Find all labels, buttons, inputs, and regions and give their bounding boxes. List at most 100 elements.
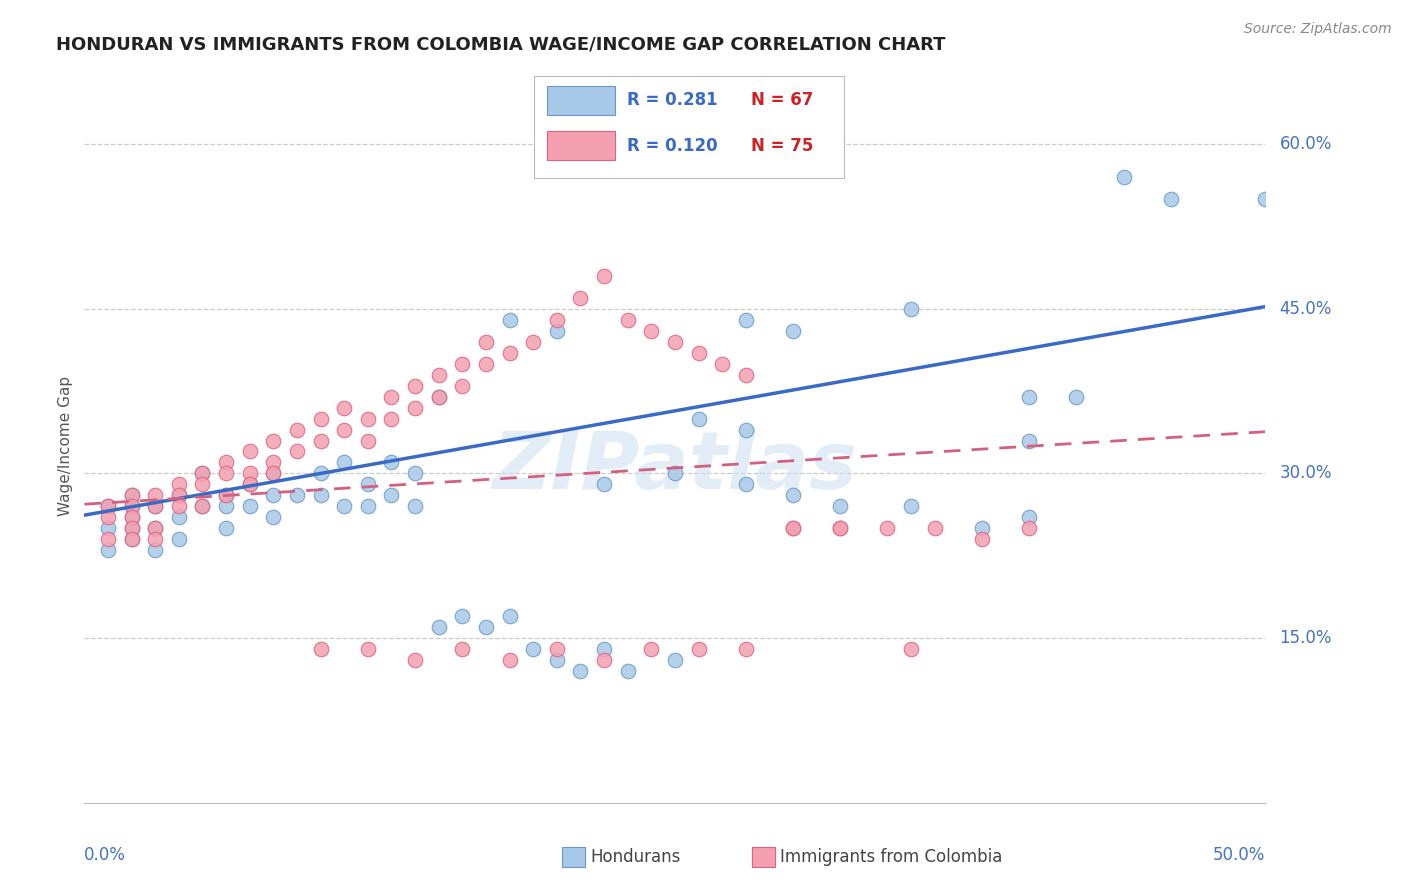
Point	[380, 411, 402, 425]
Text: 50.0%: 50.0%	[1213, 846, 1265, 863]
Point	[262, 455, 284, 469]
Point	[97, 500, 120, 514]
Text: Immigrants from Colombia: Immigrants from Colombia	[780, 848, 1002, 866]
Point	[239, 500, 262, 514]
Point	[191, 467, 214, 481]
Point	[593, 642, 616, 657]
Text: 15.0%: 15.0%	[1279, 629, 1331, 647]
Point	[97, 500, 120, 514]
Point	[688, 642, 710, 657]
Point	[451, 357, 474, 371]
Point	[121, 500, 143, 514]
Point	[522, 334, 544, 349]
Point	[593, 268, 616, 283]
Point	[191, 500, 214, 514]
Point	[97, 533, 120, 547]
Text: N = 75: N = 75	[751, 136, 813, 154]
Point	[143, 543, 166, 558]
Point	[333, 401, 356, 415]
Point	[97, 510, 120, 524]
Point	[782, 521, 804, 535]
Point	[900, 500, 922, 514]
Point	[830, 521, 852, 535]
Point	[143, 488, 166, 502]
Point	[191, 500, 214, 514]
Point	[215, 500, 238, 514]
Point	[404, 500, 426, 514]
Point	[167, 533, 190, 547]
Point	[167, 500, 190, 514]
Point	[262, 488, 284, 502]
Point	[1018, 521, 1040, 535]
Point	[121, 488, 143, 502]
Point	[121, 533, 143, 547]
Point	[522, 642, 544, 657]
Point	[616, 664, 638, 678]
Point	[357, 477, 380, 491]
Point	[451, 609, 474, 624]
Point	[404, 401, 426, 415]
Point	[357, 642, 380, 657]
Point	[782, 324, 804, 338]
Point	[215, 521, 238, 535]
Point	[285, 444, 308, 458]
Point	[121, 500, 143, 514]
Point	[900, 301, 922, 316]
Point	[309, 642, 332, 657]
Point	[380, 390, 402, 404]
Point	[380, 488, 402, 502]
Point	[121, 533, 143, 547]
Point	[97, 521, 120, 535]
Point	[404, 378, 426, 392]
Y-axis label: Wage/Income Gap: Wage/Income Gap	[58, 376, 73, 516]
Point	[451, 642, 474, 657]
Point	[475, 334, 498, 349]
Point	[498, 609, 520, 624]
Point	[616, 312, 638, 326]
Point	[1160, 192, 1182, 206]
Point	[734, 642, 756, 657]
Text: ZIPatlas: ZIPatlas	[492, 428, 858, 507]
Point	[215, 467, 238, 481]
Point	[121, 521, 143, 535]
Point	[309, 488, 332, 502]
Text: N = 67: N = 67	[751, 92, 813, 110]
Text: 60.0%: 60.0%	[1279, 135, 1331, 153]
Point	[475, 357, 498, 371]
Point	[1254, 192, 1277, 206]
Point	[569, 664, 592, 678]
Point	[734, 312, 756, 326]
Point	[121, 510, 143, 524]
Point	[664, 467, 686, 481]
Point	[1112, 169, 1135, 184]
Point	[593, 653, 616, 667]
Point	[309, 467, 332, 481]
FancyBboxPatch shape	[547, 87, 614, 115]
Point	[215, 488, 238, 502]
Text: HONDURAN VS IMMIGRANTS FROM COLOMBIA WAGE/INCOME GAP CORRELATION CHART: HONDURAN VS IMMIGRANTS FROM COLOMBIA WAG…	[56, 36, 946, 54]
Point	[900, 642, 922, 657]
Point	[191, 477, 214, 491]
Point	[143, 500, 166, 514]
Point	[285, 488, 308, 502]
Point	[167, 510, 190, 524]
Point	[97, 543, 120, 558]
Point	[830, 500, 852, 514]
Point	[546, 324, 568, 338]
Point	[546, 653, 568, 667]
Point	[309, 411, 332, 425]
Point	[640, 324, 662, 338]
Point	[924, 521, 946, 535]
Point	[498, 345, 520, 359]
Point	[143, 521, 166, 535]
Point	[688, 411, 710, 425]
Point	[427, 390, 450, 404]
Point	[664, 334, 686, 349]
Text: 45.0%: 45.0%	[1279, 300, 1331, 318]
Point	[427, 620, 450, 634]
Point	[167, 488, 190, 502]
Point	[167, 488, 190, 502]
Point	[876, 521, 898, 535]
Point	[830, 521, 852, 535]
Point	[215, 488, 238, 502]
